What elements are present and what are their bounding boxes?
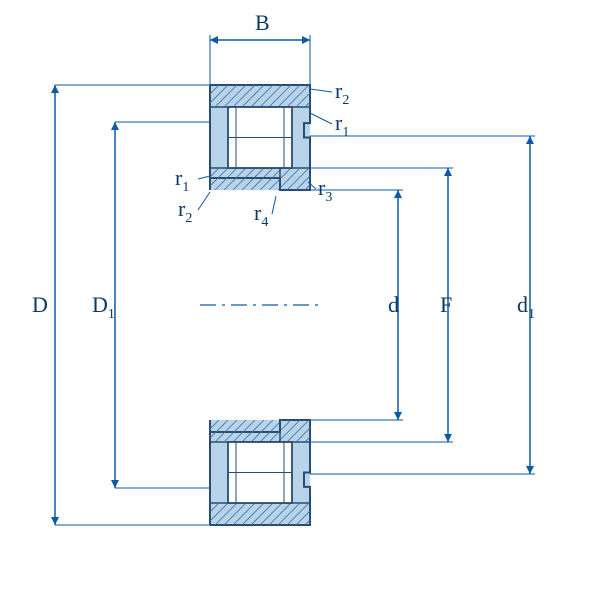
svg-text:r2: r2 <box>178 196 192 226</box>
svg-text:r1: r1 <box>175 165 189 195</box>
svg-text:r3: r3 <box>318 175 332 205</box>
svg-text:D: D <box>32 292 48 317</box>
svg-text:d1: d1 <box>517 292 535 322</box>
svg-text:F: F <box>440 292 452 317</box>
svg-text:D1: D1 <box>92 292 115 322</box>
svg-text:r2: r2 <box>335 78 349 108</box>
svg-text:d: d <box>388 292 399 317</box>
svg-text:B: B <box>255 10 270 35</box>
bearing-section-bottom <box>170 420 363 525</box>
svg-text:r4: r4 <box>254 200 268 230</box>
